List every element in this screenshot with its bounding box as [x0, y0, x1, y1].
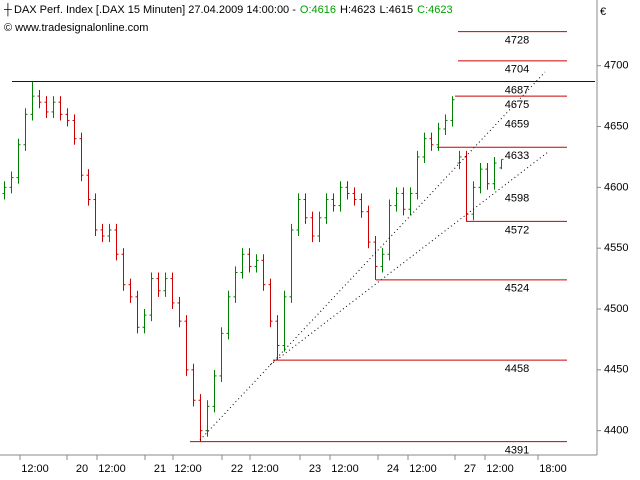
x-tick-label: 22: [231, 463, 243, 475]
level-label: 4728: [505, 35, 529, 47]
x-tick-label: 21: [154, 463, 166, 475]
trend-line: [199, 71, 546, 441]
instrument: DAX Perf. Index [.DAX 15 Minuten] 27.04.…: [14, 4, 296, 16]
y-tick-label: 4650: [604, 120, 628, 132]
plot-area: [2, 81, 504, 442]
level-label: 4659: [505, 118, 529, 130]
x-tick-label: 12:00: [486, 463, 514, 475]
level-label: 4524: [505, 283, 529, 295]
x-tick-label: 23: [309, 463, 321, 475]
level-label: 4633: [505, 150, 529, 162]
level-label: 4391: [505, 445, 529, 457]
x-tick-label: 20: [76, 463, 88, 475]
y-tick-label: 4700: [604, 60, 628, 72]
level-label: 4572: [505, 224, 529, 236]
x-tick-label: 12:00: [21, 463, 49, 475]
x-tick-label: 12:00: [409, 463, 437, 475]
level-label: 4458: [505, 363, 529, 375]
source: © www.tradesignalonline.com: [4, 22, 148, 34]
quote-value: L:4615: [379, 4, 413, 16]
x-tick-label: 24: [387, 463, 399, 475]
y-tick-label: 4400: [604, 425, 628, 437]
level-label: 4675: [505, 99, 529, 111]
x-tick-label: 18:00: [539, 463, 567, 475]
quote-value: O:4616: [300, 4, 336, 16]
x-tick-label: 12:00: [331, 463, 359, 475]
x-tick-label: 12:00: [174, 463, 202, 475]
level-label: 4598: [505, 193, 529, 205]
header: DAX Perf. Index [.DAX 15 Minuten] 27.04.…: [14, 4, 453, 16]
y-tick-label: 4450: [604, 364, 628, 376]
currency: €: [600, 6, 606, 18]
header-icon: ┼: [3, 2, 12, 17]
y-tick-label: 4500: [604, 303, 628, 315]
quote-value: H:4623: [340, 4, 375, 16]
x-tick-label: 12:00: [98, 463, 126, 475]
level-label: 4704: [505, 64, 529, 76]
x-tick-label: 27: [464, 463, 476, 475]
x-tick-label: 12:00: [251, 463, 279, 475]
y-tick-label: 4600: [604, 181, 628, 193]
quote-value: C:4623: [417, 4, 452, 16]
y-tick-label: 4550: [604, 242, 628, 254]
level-label: 4687: [505, 84, 529, 96]
